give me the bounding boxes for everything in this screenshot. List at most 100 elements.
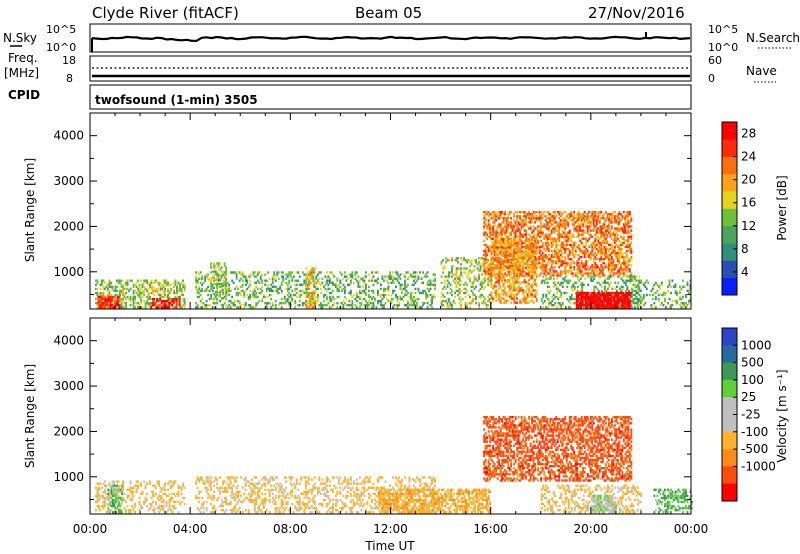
- echo-cell: [496, 272, 499, 276]
- echo-cell: [625, 215, 628, 218]
- echo-cell: [140, 306, 142, 309]
- echo-cell: [516, 270, 519, 274]
- echo-cell: [620, 306, 623, 309]
- echo-cell: [355, 299, 358, 303]
- echo-cell: [525, 223, 528, 226]
- power-echoes: [95, 211, 692, 309]
- echo-cell: [404, 293, 406, 297]
- echo-cell: [529, 256, 532, 259]
- echo-cell: [505, 293, 508, 296]
- echo-cell: [638, 279, 641, 282]
- echo-cell: [109, 304, 112, 307]
- echo-cell: [285, 273, 288, 276]
- echo-cell: [561, 245, 564, 249]
- echo-cell: [365, 285, 367, 288]
- echo-cell: [232, 304, 235, 307]
- echo-cell: [573, 281, 576, 284]
- echo-cell: [575, 295, 578, 299]
- echo-cell: [516, 244, 519, 247]
- echo-cell: [113, 304, 115, 307]
- echo-cell: [613, 235, 616, 238]
- echo-cell: [544, 225, 547, 228]
- echo-cell: [244, 289, 247, 293]
- echo-cell: [577, 219, 580, 222]
- echo-cell: [288, 287, 291, 291]
- echo-cell: [627, 249, 630, 253]
- echo-cell: [115, 297, 118, 301]
- echo-cell: [566, 281, 569, 284]
- echo-cell: [413, 271, 415, 274]
- echo-cell: [372, 306, 375, 309]
- echo-cell: [489, 272, 492, 275]
- echo-cell: [460, 299, 462, 303]
- echo-cell: [413, 302, 415, 305]
- echo-cell: [120, 279, 123, 282]
- echo-cell: [540, 245, 543, 249]
- echo-cell: [458, 291, 461, 295]
- echo-cell: [559, 270, 562, 273]
- echo-cell: [105, 302, 108, 305]
- echo-cell: [213, 292, 216, 296]
- echo-cell: [525, 248, 528, 251]
- echo-cell: [610, 268, 613, 271]
- echo-cell: [560, 283, 563, 286]
- echo-cell: [307, 299, 310, 303]
- echo-cell: [328, 271, 331, 274]
- echo-cell: [210, 284, 213, 288]
- echo-cell: [495, 295, 498, 298]
- echo-cell: [616, 233, 619, 236]
- echo-cell: [657, 285, 660, 288]
- echo-cell: [265, 304, 268, 307]
- echo-cell: [525, 217, 528, 220]
- echo-cell: [676, 302, 678, 305]
- echo-cell: [249, 273, 252, 276]
- echo-cell: [534, 266, 537, 270]
- echo-cell: [570, 287, 573, 291]
- echo-cell: [531, 287, 534, 290]
- echo-cell: [324, 283, 327, 286]
- echo-cell: [632, 275, 635, 278]
- echo-cell: [546, 262, 549, 265]
- echo-cell: [522, 221, 525, 224]
- echo-cell: [529, 275, 532, 278]
- echo-cell: [235, 306, 238, 309]
- echo-cell: [513, 225, 516, 228]
- echo-cell: [225, 274, 228, 277]
- echo-cell: [214, 302, 217, 305]
- echo-cell: [336, 289, 339, 293]
- echo-cell: [274, 306, 277, 309]
- echo-cell: [502, 297, 505, 300]
- echo-cell: [660, 302, 663, 305]
- echo-cell: [573, 223, 576, 226]
- echo-cell: [499, 215, 502, 218]
- echo-cell: [173, 291, 175, 295]
- echo-cell: [286, 283, 289, 286]
- echo-cell: [507, 299, 510, 302]
- echo-cell: [627, 245, 630, 249]
- echo-cell: [457, 281, 459, 284]
- echo-cell: [608, 275, 611, 278]
- echo-cell: [493, 221, 496, 224]
- echo-cell: [229, 289, 232, 293]
- echo-cell: [594, 237, 597, 240]
- echo-cell: [582, 266, 585, 269]
- echo-cell: [501, 231, 504, 234]
- echo-cell: [413, 304, 415, 307]
- echo-cell: [461, 259, 464, 262]
- echo-cell: [102, 297, 104, 301]
- echo-cell: [129, 304, 132, 307]
- echo-cell: [568, 251, 571, 255]
- echo-cell: [429, 283, 432, 286]
- echo-cell: [214, 294, 217, 298]
- echo-cell: [448, 271, 450, 274]
- echo-cell: [549, 302, 552, 305]
- echo-cell: [280, 275, 283, 278]
- echo-cell: [580, 223, 583, 226]
- echo-cell: [183, 287, 186, 291]
- echo-cell: [584, 297, 587, 301]
- echo-cell: [162, 279, 165, 282]
- echo-cell: [561, 229, 564, 232]
- echo-cell: [535, 249, 538, 253]
- echo-cell: [648, 293, 651, 297]
- echo-cell: [378, 293, 381, 297]
